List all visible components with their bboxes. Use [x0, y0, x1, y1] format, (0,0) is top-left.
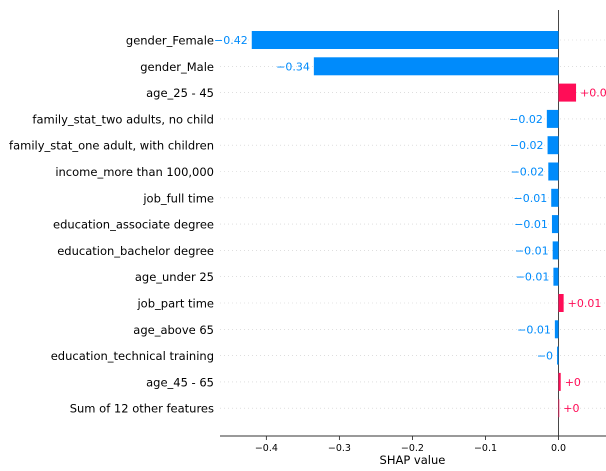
category-label: age_above 65 [133, 323, 214, 337]
category-label: income_more than 100,000 [55, 165, 214, 179]
value-label: −0.01 [515, 244, 549, 257]
bar [553, 267, 559, 286]
category-label: job_part time [136, 297, 214, 311]
bar [558, 294, 564, 312]
bar [558, 372, 561, 391]
value-label: −0.02 [511, 166, 545, 179]
category-label: education_bachelor degree [57, 244, 214, 258]
bar [548, 162, 559, 181]
value-label: −0.01 [514, 192, 548, 205]
category-label: gender_Female [126, 34, 214, 48]
x-tick-label: −0.1 [474, 443, 497, 454]
value-label: −0.42 [214, 34, 248, 47]
value-label: −0 [537, 350, 553, 363]
category-label: age_45 - 65 [146, 375, 214, 389]
category-label: family_stat_one adult, with children [9, 139, 214, 153]
bar [546, 109, 559, 128]
bar [547, 136, 559, 155]
value-label: −0.01 [514, 218, 548, 231]
bar [557, 346, 559, 365]
bar [551, 188, 559, 207]
value-label: +0 [565, 376, 581, 389]
category-label: education_technical training [51, 349, 214, 363]
category-label: Sum of 12 other features [70, 402, 214, 416]
category-label: education_associate degree [53, 218, 214, 232]
x-tick-label: −0.3 [328, 443, 351, 454]
x-axis-title: SHAP value [380, 453, 446, 467]
bar [558, 83, 577, 102]
bar [313, 57, 559, 76]
value-label: −0.01 [516, 271, 550, 284]
bar [552, 241, 559, 260]
bar [558, 399, 560, 418]
value-label: −0.01 [517, 323, 551, 336]
category-label: job_full time [142, 191, 214, 205]
category-label: family_stat_two adults, no child [32, 112, 214, 126]
bar [251, 31, 559, 49]
x-tick-label: 0.0 [551, 443, 566, 454]
bar [551, 215, 559, 234]
bar [554, 320, 559, 339]
x-tick-label: −0.4 [255, 443, 278, 454]
x-tick-label: −0.2 [401, 443, 424, 454]
category-label: age_under 25 [135, 270, 214, 284]
value-label: +0 [563, 402, 579, 415]
value-label: −0.02 [510, 139, 544, 152]
value-label: −0.34 [276, 60, 310, 73]
category-label: age_25 - 45 [146, 86, 214, 100]
category-label: gender_Male [140, 60, 214, 74]
value-label: −0.02 [509, 113, 543, 126]
value-label: +0.01 [568, 297, 602, 310]
value-label: +0.02 [580, 87, 606, 100]
